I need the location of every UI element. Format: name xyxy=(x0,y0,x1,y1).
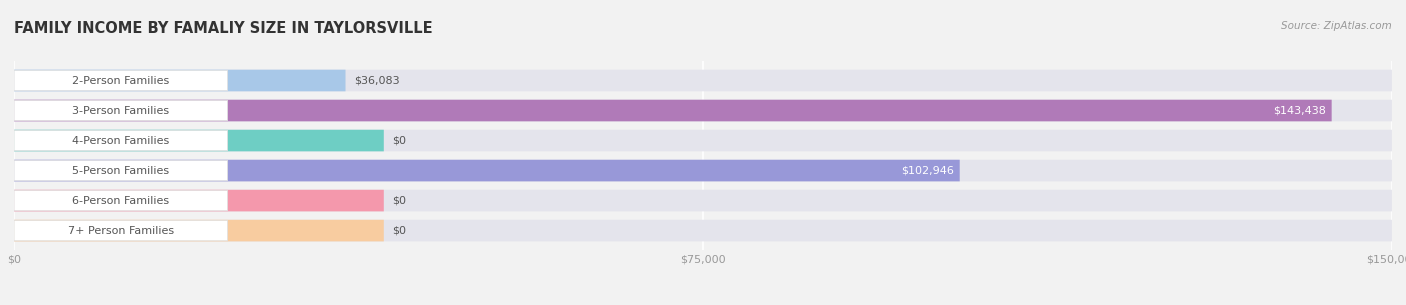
Text: 6-Person Families: 6-Person Families xyxy=(72,196,169,206)
Text: $36,083: $36,083 xyxy=(354,76,399,85)
Text: 2-Person Families: 2-Person Families xyxy=(72,76,170,85)
Text: $143,438: $143,438 xyxy=(1274,106,1326,116)
FancyBboxPatch shape xyxy=(14,160,960,181)
FancyBboxPatch shape xyxy=(14,70,1392,91)
FancyBboxPatch shape xyxy=(14,100,1331,121)
Text: FAMILY INCOME BY FAMALIY SIZE IN TAYLORSVILLE: FAMILY INCOME BY FAMALIY SIZE IN TAYLORS… xyxy=(14,21,433,36)
Text: 5-Person Families: 5-Person Families xyxy=(72,166,169,176)
FancyBboxPatch shape xyxy=(14,160,228,181)
FancyBboxPatch shape xyxy=(14,70,228,91)
Text: 7+ Person Families: 7+ Person Families xyxy=(67,226,174,235)
FancyBboxPatch shape xyxy=(14,100,1392,121)
FancyBboxPatch shape xyxy=(14,221,228,241)
FancyBboxPatch shape xyxy=(14,130,228,151)
FancyBboxPatch shape xyxy=(14,190,384,211)
FancyBboxPatch shape xyxy=(14,220,384,241)
Text: $0: $0 xyxy=(392,196,406,206)
FancyBboxPatch shape xyxy=(14,190,228,211)
FancyBboxPatch shape xyxy=(14,70,346,91)
Text: Source: ZipAtlas.com: Source: ZipAtlas.com xyxy=(1281,21,1392,31)
Text: 3-Person Families: 3-Person Families xyxy=(72,106,169,116)
Text: $0: $0 xyxy=(392,226,406,235)
FancyBboxPatch shape xyxy=(14,130,1392,151)
Text: 4-Person Families: 4-Person Families xyxy=(72,135,170,145)
Text: $0: $0 xyxy=(392,135,406,145)
Text: $102,946: $102,946 xyxy=(901,166,955,176)
FancyBboxPatch shape xyxy=(14,190,1392,211)
FancyBboxPatch shape xyxy=(14,100,228,121)
FancyBboxPatch shape xyxy=(14,160,1392,181)
FancyBboxPatch shape xyxy=(14,130,384,151)
FancyBboxPatch shape xyxy=(14,220,1392,241)
